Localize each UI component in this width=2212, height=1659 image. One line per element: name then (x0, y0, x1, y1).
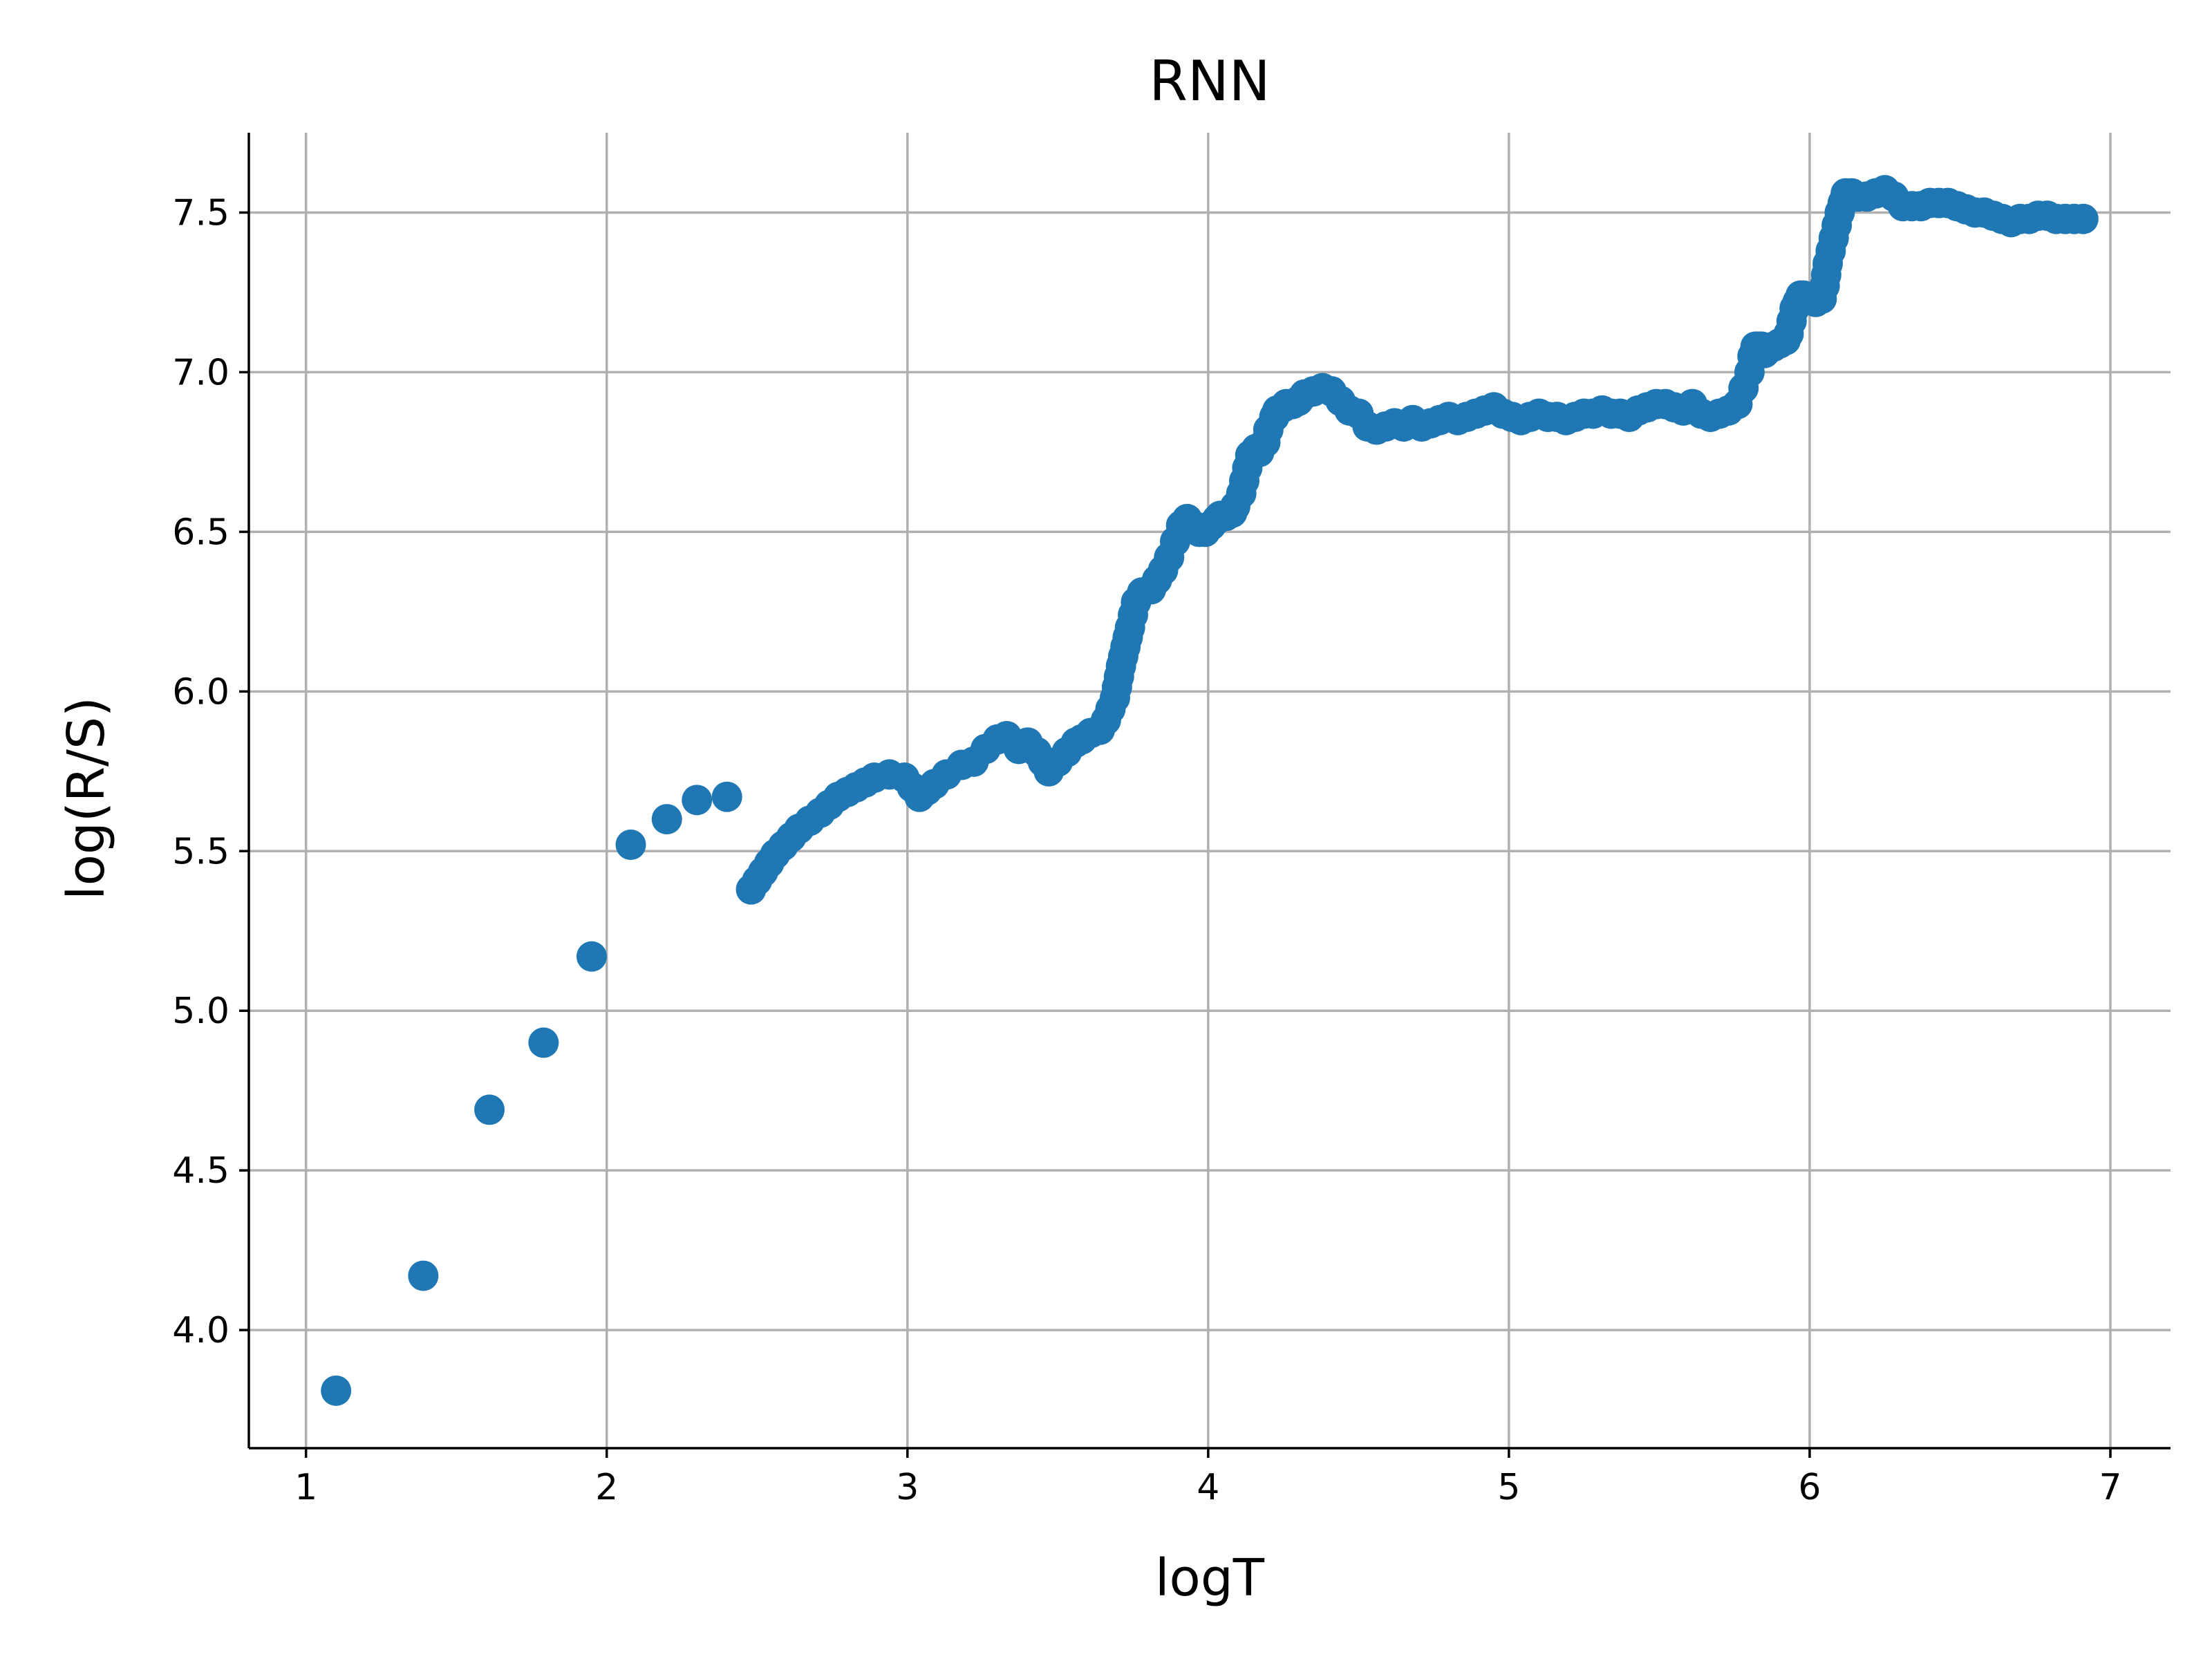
data-point (576, 941, 607, 972)
y-tick-label: 5.0 (172, 991, 229, 1032)
data-point (651, 804, 682, 835)
y-tick-label: 7.0 (172, 352, 229, 393)
x-tick-label: 2 (595, 1467, 618, 1508)
x-ticks: 1 2 3 4 5 6 7 (294, 1448, 2122, 1508)
data-point (321, 1375, 352, 1406)
data-point (2068, 203, 2099, 234)
y-axis-label: log(R/S) (57, 697, 116, 900)
x-tick-label: 7 (2099, 1467, 2121, 1508)
x-tick-label: 5 (1497, 1467, 1520, 1508)
x-tick-label: 6 (1798, 1467, 1821, 1508)
y-tick-label: 7.5 (172, 192, 229, 234)
data-point-fill (1810, 259, 1841, 290)
y-tick-label: 5.5 (172, 831, 229, 872)
x-tick-label: 1 (294, 1467, 317, 1508)
y-ticks: 4.0 4.5 5.0 5.5 6.0 6.5 7.0 7.5 (172, 192, 249, 1351)
data-points (321, 175, 2099, 1406)
data-point-fill (1229, 465, 1260, 496)
y-tick-label: 4.5 (172, 1150, 229, 1192)
data-point (711, 781, 742, 812)
y-tick-label: 4.0 (172, 1310, 229, 1351)
data-point (474, 1094, 505, 1125)
chart-title: RNN (1149, 49, 1270, 113)
y-tick-label: 6.0 (172, 671, 229, 713)
data-point-fill (850, 767, 881, 798)
data-point (528, 1027, 559, 1058)
y-tick-label: 6.5 (172, 512, 229, 553)
data-point (682, 785, 713, 816)
x-axis-label: logT (1155, 1548, 1265, 1608)
data-point (408, 1260, 439, 1291)
x-tick-label: 3 (896, 1467, 919, 1508)
data-point (615, 830, 646, 861)
x-tick-label: 4 (1197, 1467, 1219, 1508)
